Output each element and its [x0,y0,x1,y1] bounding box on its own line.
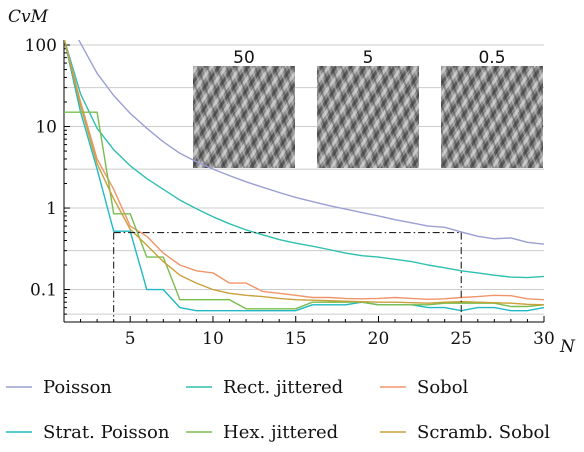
series-line-hex-jittered [64,111,545,310]
series-lines [64,40,545,312]
y-tick-label: 100 [25,36,57,56]
legend-item: Scramb. Sobol [380,422,550,443]
inset-image: 50 [193,48,295,168]
inset-label: 50 [233,48,255,68]
y-tick-label: 0.1 [30,281,57,301]
y-tick-label: 10 [35,118,57,138]
legend-label: Sobol [417,377,469,398]
series-line-strat-poisson [64,40,545,312]
x-tick-label: 25 [450,329,472,349]
x-tick-label: 10 [202,329,224,349]
legend-item: Sobol [380,377,469,398]
legend-item: Hex. jittered [186,422,338,443]
axes [63,40,545,323]
legend-item: Poisson [6,377,112,398]
legend-label: Rect. jittered [223,377,343,398]
tick-labels: 0.1 1 10 100 5 10 15 20 25 30 [25,36,555,349]
inset-image: 0.5 [441,48,543,168]
series-line-scramb-sobol [64,40,545,306]
legend: Poisson Rect. jittered Sobol Strat. Poisson… [6,377,550,443]
x-tick-label: 5 [125,329,136,349]
inset-texture-overlay [441,66,543,168]
threshold-box [113,232,462,322]
legend-label: Strat. Poisson [43,422,170,443]
series-line-poisson [78,40,545,245]
x-axis-label: N [559,337,576,357]
x-tick-label: 15 [285,329,307,349]
legend-label: Scramb. Sobol [417,422,550,443]
inset-images: 50 5 0.5 [193,48,543,168]
legend-label: Poisson [43,377,112,398]
x-tick-label: 20 [368,329,390,349]
x-tick-label: 30 [533,329,555,349]
y-tick-label: 1 [46,199,57,219]
series-line-sobol [64,40,545,301]
series-line-rect-jittered [64,40,545,279]
inset-image: 5 [317,48,419,168]
inset-texture-overlay [317,66,419,168]
inset-label: 0.5 [478,48,505,68]
inset-label: 5 [363,48,374,68]
inset-texture-overlay [193,66,295,168]
y-axis-label: CvM [8,7,49,27]
legend-item: Rect. jittered [186,377,343,398]
legend-item: Strat. Poisson [6,422,170,443]
legend-label: Hex. jittered [223,422,338,443]
